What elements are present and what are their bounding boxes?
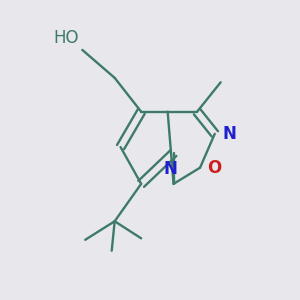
- Text: O: O: [207, 159, 222, 177]
- Text: N: N: [164, 160, 178, 178]
- Text: HO: HO: [54, 29, 79, 47]
- Text: N: N: [222, 125, 236, 143]
